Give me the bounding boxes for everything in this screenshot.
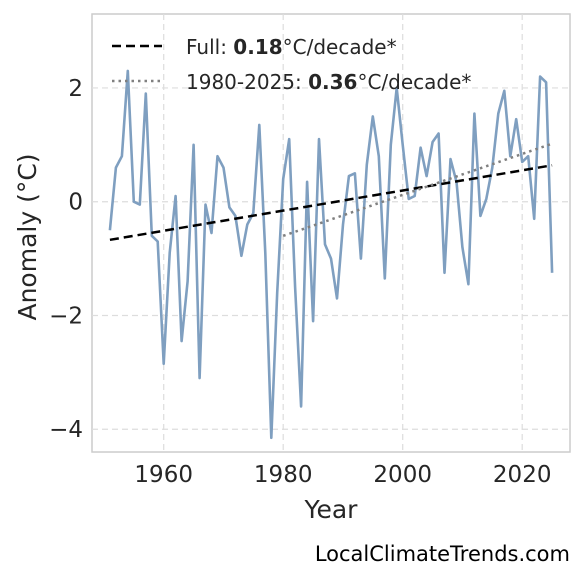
series-group: [108, 69, 554, 440]
y-ticks: −4 −2 0 2: [49, 76, 83, 443]
x-ticks: 1960 1980 2000 2020: [134, 462, 551, 488]
y-tick-label: −2: [49, 303, 83, 329]
x-tick-label: 1960: [134, 462, 193, 488]
trend-line-full: [109, 164, 553, 242]
trend-line-recent: [282, 142, 553, 238]
anomaly-series-line: [108, 69, 554, 440]
x-axis-label: Year: [304, 495, 359, 524]
y-axis-label: Anomaly (°C): [13, 153, 42, 320]
trend-lines: [109, 142, 553, 242]
x-tick-label: 2020: [493, 462, 552, 488]
legend-label-full: Full: 0.18°C/decade*: [186, 35, 397, 59]
x-tick-label: 2000: [373, 462, 432, 488]
grid: [92, 14, 570, 452]
y-tick-label: −4: [49, 417, 83, 443]
watermark: LocalClimateTrends.com: [315, 542, 570, 566]
y-tick-label: 2: [68, 76, 83, 102]
y-tick-label: 0: [68, 190, 83, 216]
legend-label-recent: 1980-2025: 0.36°C/decade*: [186, 70, 471, 94]
x-tick-label: 1980: [254, 462, 313, 488]
legend: Full: 0.18°C/decade* 1980-2025: 0.36°C/d…: [112, 35, 471, 94]
